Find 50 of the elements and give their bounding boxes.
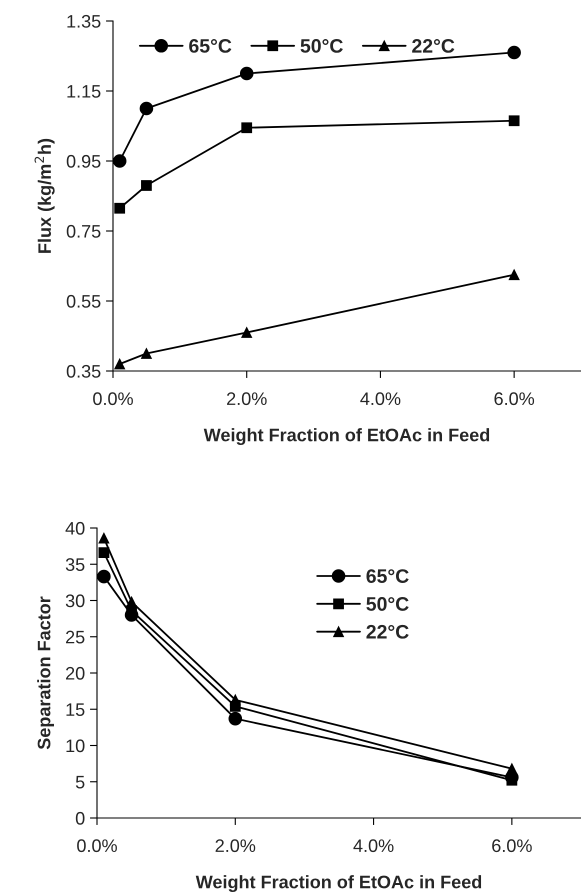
legend-label: 50°C: [366, 597, 409, 611]
point: [228, 712, 242, 726]
x-tick-label: 4.0%: [353, 839, 394, 852]
y-tick-label: 0.55: [66, 294, 100, 308]
legend-label: 50°C: [300, 39, 343, 53]
y-tick-label: 0.95: [66, 154, 100, 168]
x-tick-label: 0.0%: [77, 839, 117, 852]
point: [98, 547, 110, 558]
y-axis-title: Separation Factor: [37, 596, 54, 750]
y-tick-label: 1.15: [67, 85, 100, 98]
y-tick-label: 15: [66, 703, 84, 716]
point: [507, 46, 521, 60]
x-tick-label: 2.0%: [216, 839, 256, 852]
point: [98, 532, 110, 544]
y-tick-label: 1.35: [67, 14, 100, 28]
x-axis-title: Weight Fraction of EtOAc in Feed: [196, 875, 482, 892]
x-tick-label: 0.0%: [93, 392, 133, 406]
point: [141, 180, 152, 191]
legend-label: 65°C: [366, 569, 409, 583]
x-tick-label: 6.0%: [492, 839, 532, 852]
point: [240, 66, 254, 80]
x-axis-title: Weight Fraction of EtOAc in Feed: [204, 428, 490, 446]
point: [241, 327, 252, 338]
point: [140, 102, 154, 116]
y-tick-label: 0: [76, 812, 84, 825]
point: [141, 348, 152, 359]
y-tick-label: 5: [76, 776, 84, 788]
y-tick-label: 20: [66, 666, 84, 680]
legend-label: 22°C: [412, 39, 454, 53]
y-axis-title: Flux (kg/m$^{2}$h): [34, 138, 55, 253]
x-tick-label: 6.0%: [494, 392, 534, 406]
legend-label: 65°C: [189, 39, 232, 53]
point: [114, 358, 126, 370]
y-tick-label: 10: [66, 739, 84, 752]
point: [508, 269, 520, 280]
point: [508, 115, 520, 126]
legend-label: 22°C: [366, 624, 409, 639]
x-tick-label: 4.0%: [360, 392, 400, 406]
y-tick-label: 0.75: [66, 224, 100, 238]
point: [97, 570, 111, 584]
point: [241, 122, 252, 134]
point: [230, 700, 241, 712]
x-tick-label: 2.0%: [227, 392, 267, 406]
y-tick-label: 30: [66, 594, 84, 608]
y-tick-label: 40: [66, 522, 84, 535]
y-tick-label: 25: [66, 630, 84, 644]
y-tick-label: 0.35: [66, 364, 100, 378]
point: [113, 154, 126, 168]
point: [114, 202, 126, 214]
y-tick-label: 35: [66, 558, 84, 571]
